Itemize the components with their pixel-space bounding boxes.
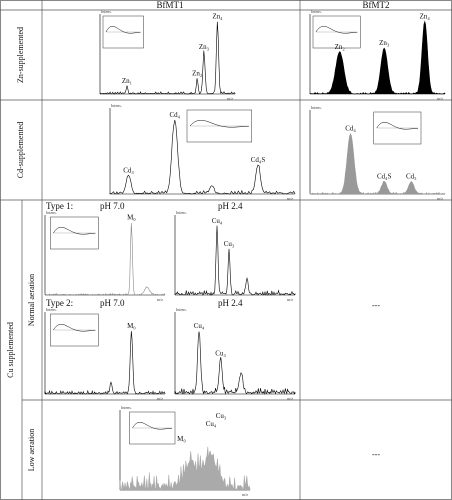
peak-label: Cu₃ bbox=[215, 350, 226, 358]
axis-label: Intens. bbox=[111, 103, 122, 108]
ph-label: pH 7.0 bbox=[100, 298, 125, 308]
peak-label: Zn₁ bbox=[122, 77, 132, 85]
inset-curve bbox=[105, 26, 141, 34]
axis-label: Intens. bbox=[176, 210, 187, 215]
peak-label: Cd₄ bbox=[169, 111, 180, 119]
spectrum bbox=[174, 225, 296, 296]
row-label: Cd-supplemented bbox=[16, 122, 25, 178]
spectrum bbox=[44, 223, 166, 296]
peak-label: Cu₄ bbox=[212, 217, 223, 225]
axis-label: m/z bbox=[287, 297, 293, 302]
empty-cell: --- bbox=[372, 450, 380, 459]
axis-label: m/z bbox=[437, 96, 443, 101]
axis-label: m/z bbox=[287, 396, 293, 401]
axis-label: Intens. bbox=[176, 307, 187, 312]
inset-curve bbox=[132, 422, 173, 430]
spectrum bbox=[309, 20, 446, 95]
peak-label: Zn₄ bbox=[212, 12, 223, 20]
peak-label: Cd₅ bbox=[406, 173, 417, 181]
peak-label: Cd₄S bbox=[251, 156, 266, 164]
peak-label: Cu₃ bbox=[216, 412, 227, 420]
peak-label: Cu₄ bbox=[206, 420, 217, 428]
inset-curve bbox=[315, 26, 358, 34]
peak-label: Zn₂ bbox=[335, 43, 346, 51]
axis-label: Intens. bbox=[101, 9, 112, 14]
peak-label: Cd₃ bbox=[123, 167, 134, 175]
axis-label: Intens. bbox=[311, 105, 322, 110]
inset-curve bbox=[189, 120, 249, 128]
peak-label: Cd₄ bbox=[345, 125, 356, 133]
row-label: Zn-supplemented bbox=[16, 27, 25, 83]
ph-label: pH 2.4 bbox=[218, 298, 243, 308]
axis-label: Intens. bbox=[121, 405, 132, 410]
row-label: Normal aeration bbox=[27, 274, 36, 326]
inset-curve bbox=[376, 122, 419, 130]
row-label: Cu supplemented bbox=[6, 322, 15, 378]
row-label: Low aeration bbox=[27, 429, 36, 471]
type-label: Type 2: bbox=[46, 298, 73, 308]
peak-label: M₀ bbox=[177, 435, 186, 443]
spectrum bbox=[119, 446, 251, 492]
spectrum bbox=[109, 120, 296, 195]
ph-label: pH 7.0 bbox=[100, 201, 125, 211]
peak-label: Zn₂ bbox=[192, 69, 203, 77]
peak-label: Zn₃ bbox=[199, 43, 210, 51]
axis-label: m/z bbox=[227, 96, 233, 101]
peak-label: Cd₄S bbox=[377, 173, 392, 181]
inset-curve bbox=[53, 227, 96, 235]
inset-curve bbox=[53, 324, 96, 332]
peak-label: Zn₃ bbox=[379, 39, 390, 47]
axis-label: Intens. bbox=[311, 9, 322, 14]
peak-label: Cu₃ bbox=[224, 240, 235, 248]
peak-label: M₀ bbox=[127, 213, 136, 221]
axis-label: Intens. bbox=[46, 210, 57, 215]
spectrum bbox=[99, 21, 236, 95]
axis-label: m/z bbox=[437, 196, 443, 201]
spectrum bbox=[44, 331, 166, 395]
empty-cell: --- bbox=[372, 301, 380, 310]
type-label: Type 1: bbox=[46, 201, 73, 211]
axis-label: m/z bbox=[287, 196, 293, 201]
ph-label: pH 2.4 bbox=[218, 201, 243, 211]
spectrum bbox=[174, 331, 296, 395]
spectrum bbox=[309, 132, 446, 195]
axis-label: m/z bbox=[157, 396, 163, 401]
column-header: BfMT1 bbox=[157, 0, 184, 10]
peak-label: M₀ bbox=[127, 322, 136, 330]
column-header: BfMT2 bbox=[363, 0, 390, 10]
peak-label: Zn₄ bbox=[420, 12, 431, 20]
axis-label: m/z bbox=[242, 492, 248, 497]
peak-label: Cu₄ bbox=[194, 322, 205, 330]
axis-label: m/z bbox=[157, 297, 163, 302]
axis-label: Intens. bbox=[46, 307, 57, 312]
